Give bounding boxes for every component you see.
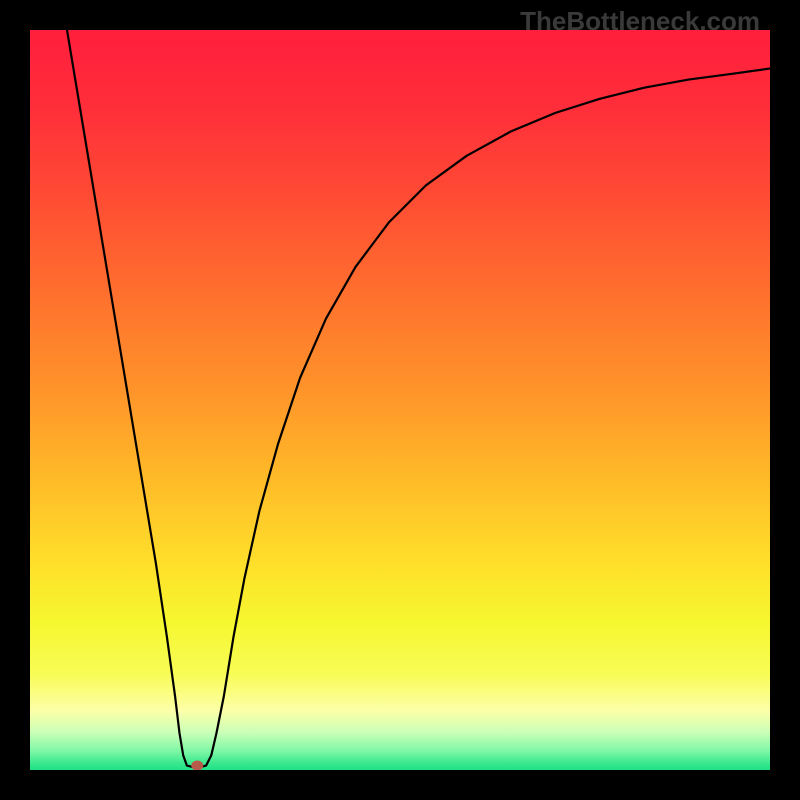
plot-background (30, 30, 770, 770)
chart-frame: TheBottleneck.com (0, 0, 800, 800)
bottleneck-plot (30, 30, 770, 770)
